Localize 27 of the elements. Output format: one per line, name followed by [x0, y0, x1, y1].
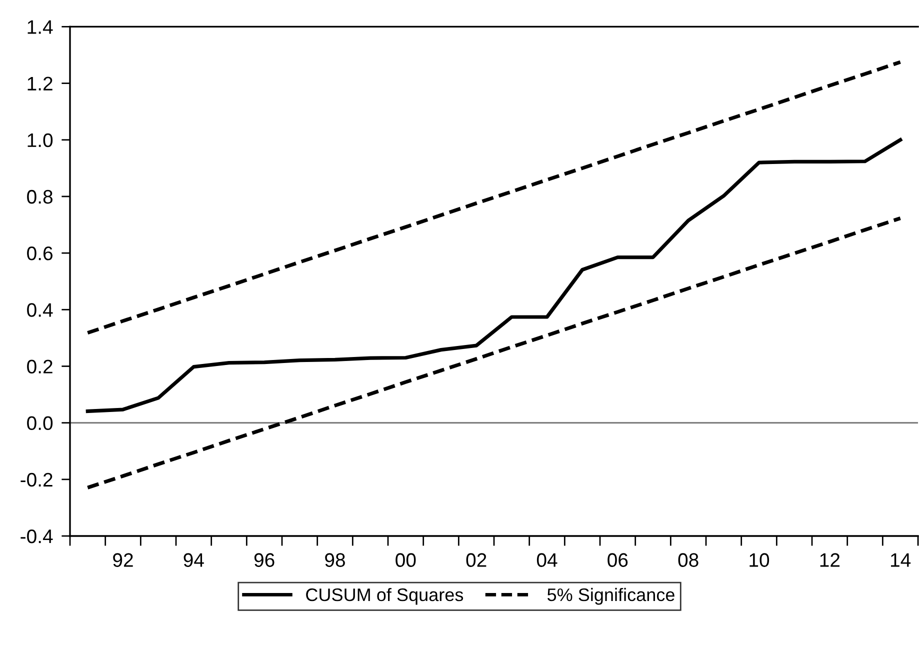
x-tick-label: 98: [325, 553, 345, 567]
line-series: [86, 138, 902, 414]
line-series: [86, 60, 902, 335]
x-tick-label: 14: [891, 553, 911, 567]
y-tick-label: 1.4: [28, 20, 53, 34]
y-tick-label: -0.4: [20, 529, 53, 544]
y-tick-label: 0.0: [27, 416, 53, 430]
legend-label: 5% Significance: [547, 588, 674, 605]
y-tick-label: -0.2: [20, 472, 52, 487]
x-tick-label: 02: [466, 553, 486, 567]
y-tick-label: 1.0: [28, 133, 53, 148]
x-tick-label: 04: [536, 553, 558, 567]
x-tick-label: 06: [608, 553, 628, 567]
x-tick-label: 10: [750, 553, 770, 567]
x-tick-label: 94: [184, 553, 204, 567]
line-series: [86, 216, 902, 490]
y-tick-label: 0.2: [27, 360, 52, 374]
legend-label: CUSUM of Squares: [306, 588, 464, 605]
x-tick-label: 12: [820, 553, 840, 567]
y-tick-label: 0.8: [27, 190, 52, 204]
x-tick-label: 00: [396, 553, 416, 567]
x-tick-label: 92: [113, 553, 133, 567]
y-tick-label: 0.6: [27, 246, 52, 260]
y-tick-label: 0.4: [27, 303, 53, 317]
x-tick-label: 96: [254, 553, 274, 567]
y-tick-label: 1.2: [28, 76, 52, 90]
x-tick-label: 08: [678, 553, 698, 567]
